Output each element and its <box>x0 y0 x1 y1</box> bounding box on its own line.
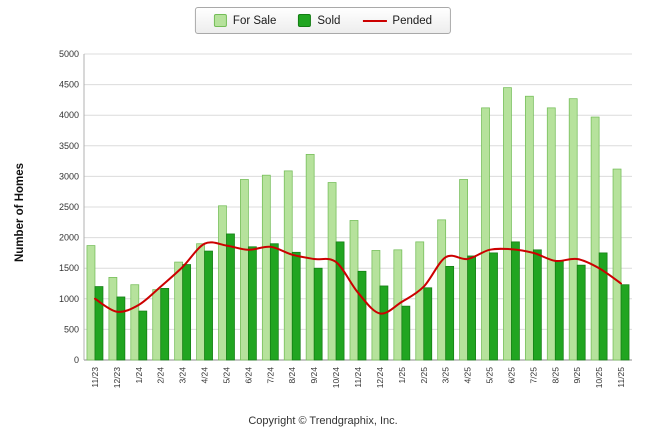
svg-text:4500: 4500 <box>59 80 79 90</box>
svg-text:6/24: 6/24 <box>243 367 253 384</box>
svg-text:10/25: 10/25 <box>594 367 604 389</box>
copyright: Copyright © Trendgraphix, Inc. <box>248 415 398 427</box>
svg-text:3/25: 3/25 <box>441 367 451 384</box>
svg-text:4/25: 4/25 <box>463 367 473 384</box>
legend-item-sold: Sold <box>298 14 340 27</box>
svg-text:11/25: 11/25 <box>616 367 626 388</box>
pended-line-swatch-icon <box>362 19 387 22</box>
chart-canvas: 0 500 1000 1500 2000 2500 3000 3500 4000 4500 5000… <box>59 49 632 389</box>
y-axis-title: Number of Homes <box>14 162 26 262</box>
legend: For Sale Sold Pended <box>194 7 452 34</box>
svg-text:11/24: 11/24 <box>353 367 363 388</box>
legend-item-pended: Pended <box>362 15 432 27</box>
svg-text:1/24: 1/24 <box>134 367 144 384</box>
svg-text:1/25: 1/25 <box>397 367 407 384</box>
svg-text:3/24: 3/24 <box>178 367 188 384</box>
for-sale-swatch-icon <box>213 14 227 27</box>
svg-text:8/24: 8/24 <box>287 367 297 384</box>
svg-text:7/24: 7/24 <box>265 367 275 384</box>
svg-text:6/25: 6/25 <box>506 367 516 384</box>
svg-text:2/24: 2/24 <box>156 367 166 384</box>
legend-label-pended: Pended <box>392 14 433 27</box>
svg-text:0: 0 <box>74 355 79 365</box>
svg-text:12/24: 12/24 <box>375 367 385 389</box>
svg-text:2000: 2000 <box>59 233 79 243</box>
svg-text:7/25: 7/25 <box>528 367 538 384</box>
sold-swatch-icon <box>298 14 312 27</box>
svg-text:3000: 3000 <box>59 171 79 181</box>
svg-text:5000: 5000 <box>59 49 79 59</box>
svg-text:2/25: 2/25 <box>419 367 429 384</box>
svg-text:3500: 3500 <box>59 141 79 151</box>
svg-text:1000: 1000 <box>59 294 79 304</box>
svg-text:8/25: 8/25 <box>550 367 560 384</box>
svg-text:4000: 4000 <box>59 110 79 120</box>
svg-text:500: 500 <box>64 324 79 334</box>
svg-text:1500: 1500 <box>59 263 79 273</box>
svg-text:2500: 2500 <box>59 202 79 212</box>
legend-item-for-sale: For Sale <box>213 14 277 27</box>
svg-text:10/24: 10/24 <box>331 367 341 389</box>
legend-label-sold: Sold <box>317 14 341 27</box>
svg-text:5/25: 5/25 <box>485 367 495 384</box>
svg-text:11/23: 11/23 <box>90 367 100 388</box>
svg-text:12/23: 12/23 <box>112 367 122 389</box>
svg-text:9/25: 9/25 <box>572 367 582 384</box>
svg-text:5/24: 5/24 <box>221 367 231 384</box>
svg-text:9/24: 9/24 <box>309 367 319 384</box>
svg-text:4/24: 4/24 <box>200 367 210 384</box>
legend-label-for-sale: For Sale <box>232 14 277 27</box>
